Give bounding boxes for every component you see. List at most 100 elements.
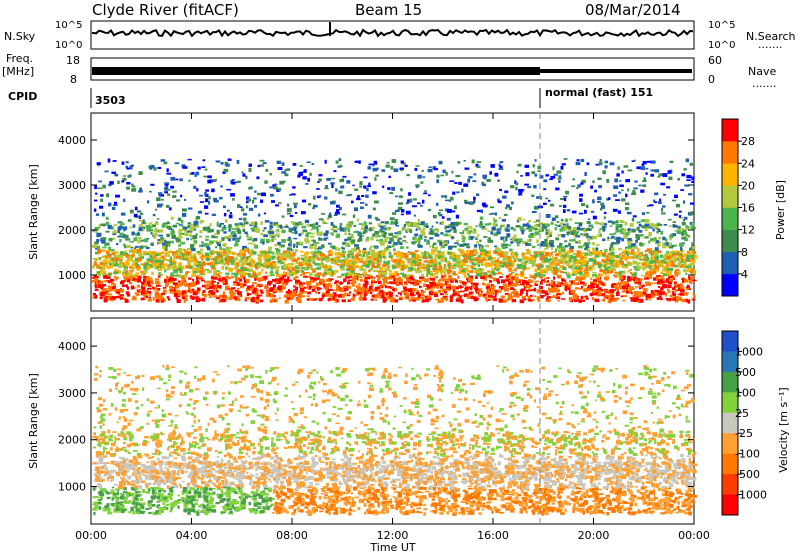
echo-cell <box>547 280 549 283</box>
echo-cell <box>203 176 207 178</box>
echo-cell <box>188 277 191 279</box>
echo-cell <box>252 265 256 267</box>
echo-cell <box>329 265 331 268</box>
echo-cell <box>611 236 614 239</box>
echo-cell <box>646 168 649 170</box>
echo-cell <box>667 256 672 259</box>
echo-cell <box>453 271 455 274</box>
echo-cell <box>609 259 611 261</box>
echo-cell <box>511 227 514 230</box>
echo-cell <box>531 195 534 197</box>
echo-cell <box>643 161 647 164</box>
echo-cell <box>180 281 185 284</box>
echo-cell <box>648 282 653 284</box>
echo-cell <box>648 266 650 269</box>
echo-cell <box>481 210 483 214</box>
echo-cell <box>560 228 564 232</box>
echo-cell <box>498 200 502 203</box>
echo-cell <box>288 266 292 268</box>
echo-cell <box>191 248 196 251</box>
echo-cell <box>429 167 432 169</box>
echo-cell <box>232 235 237 237</box>
echo-cell <box>656 269 659 272</box>
echo-cell <box>680 292 684 295</box>
echo-cell <box>632 229 636 233</box>
echo-cell <box>407 293 410 297</box>
echo-cell <box>550 288 553 290</box>
echo-cell <box>126 182 130 185</box>
echo-cell <box>631 276 633 278</box>
echo-cell <box>584 248 588 250</box>
echo-cell <box>336 259 339 263</box>
echo-cell <box>174 275 178 277</box>
echo-cell <box>238 298 241 301</box>
echo-cell <box>397 231 401 235</box>
echo-cell <box>274 184 277 186</box>
echo-cell <box>525 242 528 246</box>
echo-cell <box>651 251 655 253</box>
echo-cell <box>348 233 350 235</box>
echo-cell <box>135 275 138 277</box>
echo-cell <box>163 289 167 293</box>
echo-cell <box>497 280 500 283</box>
echo-cell <box>175 162 180 164</box>
echo-cell <box>399 195 403 198</box>
echo-cell <box>151 260 153 264</box>
echo-cell <box>482 253 486 257</box>
echo-cell <box>361 269 366 271</box>
echo-cell <box>516 283 518 285</box>
echo-cell <box>300 251 304 253</box>
echo-cell <box>514 268 517 272</box>
echo-cell <box>588 242 590 244</box>
echo-cell <box>438 300 442 304</box>
echo-cell <box>592 272 596 274</box>
echo-cell <box>656 255 660 259</box>
echo-cell <box>375 217 378 220</box>
echo-cell <box>377 290 380 292</box>
echo-cell <box>627 212 632 215</box>
echo-cell <box>184 199 186 201</box>
echo-cell <box>217 230 220 233</box>
echo-cell <box>398 277 401 281</box>
echo-cell <box>338 294 342 298</box>
echo-cell <box>688 193 692 195</box>
echo-cell <box>298 233 301 236</box>
echo-cell <box>382 284 386 287</box>
echo-cell <box>377 235 380 237</box>
echo-cell <box>604 290 607 292</box>
echo-cell <box>458 161 461 164</box>
echo-cell <box>680 253 682 257</box>
echo-cell <box>596 244 600 246</box>
echo-cell <box>668 268 673 271</box>
echo-cell <box>157 269 162 272</box>
echo-cell <box>617 290 619 292</box>
echo-cell <box>138 171 142 175</box>
echo-cell <box>584 172 587 176</box>
echo-cell <box>378 276 382 279</box>
echo-cell <box>281 171 286 174</box>
echo-cell <box>325 160 327 164</box>
echo-cell <box>225 219 228 222</box>
echo-cell <box>221 248 225 250</box>
echo-cell <box>161 274 163 276</box>
echo-cell <box>556 296 558 298</box>
echo-cell <box>94 200 97 202</box>
echo-cell <box>453 229 456 233</box>
echo-cell <box>673 293 676 297</box>
echo-cell <box>221 162 224 165</box>
echo-cell <box>249 253 252 257</box>
echo-cell <box>511 292 516 295</box>
echo-cell <box>108 273 111 276</box>
echo-cell <box>114 264 119 267</box>
echo-cell <box>205 169 208 171</box>
echo-cell <box>547 296 552 298</box>
echo-cell <box>588 269 593 271</box>
nave-tick-high: 60 <box>708 54 722 67</box>
echo-cell <box>468 278 473 282</box>
echo-cell <box>386 277 389 279</box>
echo-cell <box>211 229 214 232</box>
echo-cell <box>434 247 438 249</box>
echo-cell <box>450 254 453 256</box>
echo-cell <box>501 273 503 275</box>
echo-cell <box>386 265 390 267</box>
